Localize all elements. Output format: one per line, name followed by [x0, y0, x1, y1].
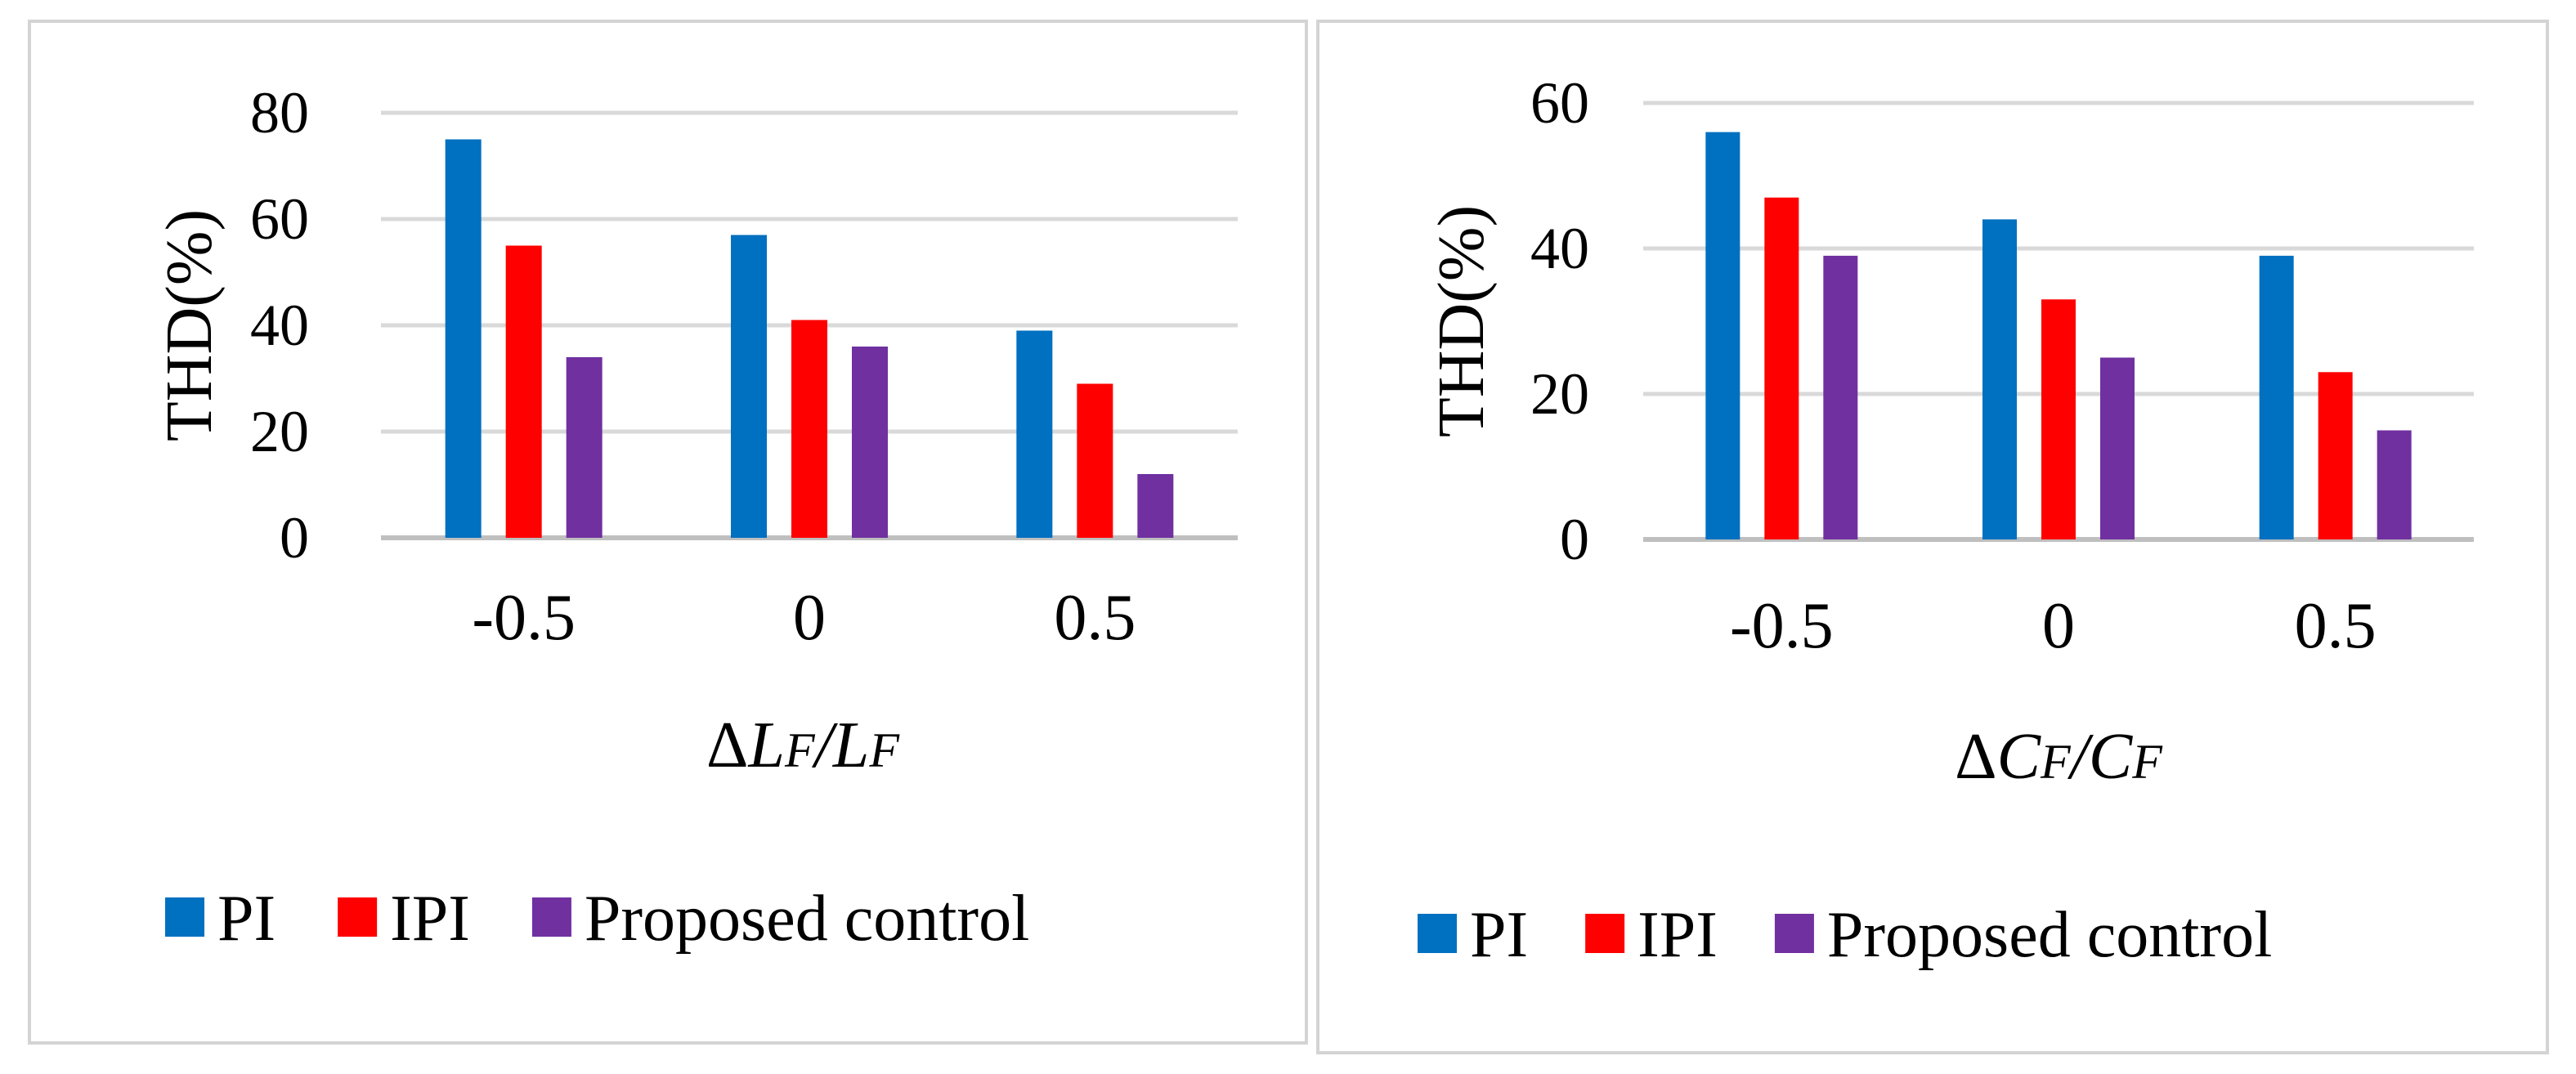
legend-label: IPI: [390, 883, 470, 955]
y-tick-label: 20: [1530, 361, 1589, 427]
bar-pi-0.5: [1016, 330, 1053, 538]
x-tick-label: -0.5: [1730, 590, 1834, 662]
legend-label: IPI: [1637, 899, 1718, 971]
chart-panel-left: 0 20 40 60 80 THD(%) -0.5 0 0.5 ΔLF/LF PI IPI Propos…: [28, 20, 1308, 1045]
bar-ipi--0.5: [1764, 197, 1799, 539]
legend-label: PI: [1470, 899, 1528, 971]
y-axis-title: THD(%): [154, 209, 226, 441]
x-tick-label: 0.5: [1054, 582, 1136, 654]
y-tick-label: 0: [1560, 507, 1589, 572]
legend-swatch-ipi: [338, 897, 378, 937]
bar-proposed-control--0.5: [566, 357, 603, 538]
bar-pi-0: [1982, 219, 2017, 539]
y-tick-label: 0: [280, 505, 309, 571]
legend-swatch-ipi: [1585, 914, 1625, 953]
y-tick-label: 60: [1530, 70, 1589, 136]
y-tick-label: 40: [1530, 216, 1589, 281]
bar-ipi-0.5: [2318, 372, 2353, 539]
bar-ipi-0.5: [1077, 383, 1113, 538]
chart-right: 0 20 40 60 THD(%) -0.5 0 0.5 ΔCF/CF PI IPI Proposed…: [1418, 70, 2474, 971]
y-tick-label: 60: [250, 186, 309, 252]
chart-panel-right: 0 20 40 60 THD(%) -0.5 0 0.5 ΔCF/CF PI IPI Proposed…: [1316, 20, 2549, 1054]
legend-swatch-proposed-control: [1774, 914, 1814, 953]
legend-label: Proposed control: [1827, 899, 2272, 971]
legend-swatch-pi: [1418, 914, 1457, 953]
bar-pi-0: [731, 235, 767, 538]
bar-proposed-control-0: [852, 347, 888, 538]
y-axis-title: THD(%): [1426, 205, 1498, 437]
x-tick-label: 0: [2042, 590, 2075, 662]
bar-pi-0.5: [2259, 255, 2294, 539]
x-tick-label: 0: [793, 582, 826, 654]
bar-pi--0.5: [1705, 132, 1740, 539]
legend-swatch-proposed-control: [531, 897, 571, 937]
bar-ipi-0: [791, 320, 827, 538]
chart-left: 0 20 40 60 80 THD(%) -0.5 0 0.5 ΔLF/LF PI IPI Propos…: [154, 80, 1238, 955]
bar-ipi--0.5: [505, 245, 542, 538]
y-tick-label: 20: [250, 399, 309, 464]
bar-ipi-0: [2041, 299, 2076, 539]
legend-swatch-pi: [165, 897, 204, 937]
x-axis-title: ΔLF/LF: [706, 709, 900, 781]
bar-proposed-control-0.5: [1137, 474, 1174, 538]
y-tick-label: 40: [250, 293, 309, 358]
legend-label: Proposed control: [585, 883, 1029, 955]
legend-label: PI: [217, 883, 276, 955]
bar-proposed-control--0.5: [1823, 255, 1858, 539]
bar-pi--0.5: [445, 139, 482, 538]
y-tick-label: 80: [250, 80, 309, 145]
x-tick-label: -0.5: [472, 582, 576, 654]
x-axis-title: ΔCF/CF: [1955, 721, 2163, 793]
x-tick-label: 0.5: [2295, 590, 2377, 662]
bar-proposed-control-0.5: [2377, 430, 2412, 539]
bar-proposed-control-0: [2100, 357, 2135, 539]
